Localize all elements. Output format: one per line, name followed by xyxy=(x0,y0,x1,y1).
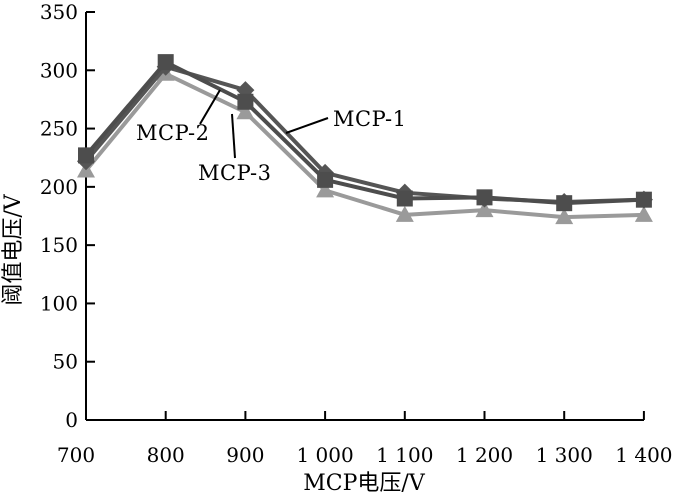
axes xyxy=(85,12,644,421)
data-point-triangle xyxy=(316,181,335,198)
x-tick-label: 1 000 xyxy=(296,443,353,467)
x-tick-label: 900 xyxy=(226,443,264,467)
label-leader-line xyxy=(199,89,221,125)
series-label-mcp-3: MCP-3 xyxy=(198,161,272,185)
data-point-triangle xyxy=(475,201,494,218)
label-leader-line xyxy=(231,113,236,159)
x-tick-label: 1 200 xyxy=(456,443,513,467)
label-leader-line xyxy=(285,117,329,134)
x-tick-label: 1 100 xyxy=(376,443,433,467)
y-tick-label: 300 xyxy=(40,58,78,82)
x-tick-label: 700 xyxy=(57,443,95,467)
data-point-triangle xyxy=(555,208,574,225)
y-tick-label: 250 xyxy=(40,117,78,141)
data-point-triangle xyxy=(634,205,653,222)
data-point-triangle xyxy=(395,205,414,222)
series-label-mcp-1: MCP-1 xyxy=(333,107,407,131)
x-tick-label: 800 xyxy=(147,443,185,467)
x-axis-title: MCP电压/V xyxy=(303,471,426,496)
series-labels: MCP-1 MCP-2 MCP-3 xyxy=(136,89,407,185)
y-tick-label: 200 xyxy=(40,175,78,199)
y-tick-label: 50 xyxy=(53,350,78,374)
series-line xyxy=(84,60,644,206)
data-point-square xyxy=(317,171,334,188)
series-line xyxy=(84,71,644,220)
ticks: 0 50 100 150 200 250 300 350 700 800 900 1 000 1 100… xyxy=(40,0,673,467)
data-point-square xyxy=(476,189,493,206)
data-point-square xyxy=(635,191,652,208)
data-point-square xyxy=(78,147,94,164)
data-point-square xyxy=(556,195,573,212)
x-tick-label: 1 400 xyxy=(615,443,672,467)
y-tick-label: 100 xyxy=(40,291,78,315)
data-point-triangle xyxy=(236,103,255,120)
series xyxy=(77,54,653,225)
y-tick-label: 150 xyxy=(40,233,78,257)
data-point-square xyxy=(237,93,254,110)
data-point-square xyxy=(157,54,174,71)
series-mcp-2 xyxy=(78,54,652,212)
x-tick-label: 1 300 xyxy=(536,443,593,467)
data-point-square xyxy=(396,190,413,207)
series-label-mcp-2: MCP-2 xyxy=(136,121,210,145)
y-tick-label: 0 xyxy=(65,408,78,432)
y-tick-label: 350 xyxy=(40,0,78,24)
y-axis-title: 阈值电压/V xyxy=(1,193,26,305)
